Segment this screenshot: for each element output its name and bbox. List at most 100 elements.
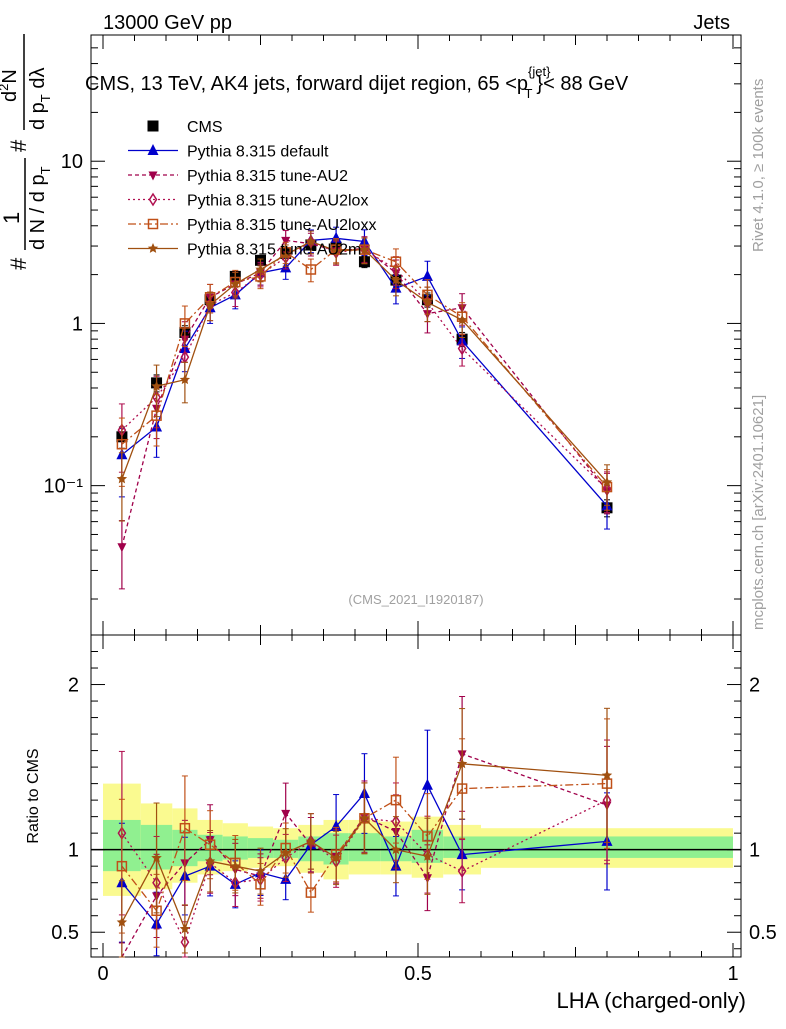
legend-label-cms: CMS: [187, 119, 223, 136]
main-point-au2m: [116, 473, 128, 484]
ratio-point-au2m: [280, 847, 291, 858]
ratio-point-au2: [281, 809, 291, 819]
x-tick-label: 0.5: [404, 963, 432, 985]
ylabel-den2: d pT dλ: [27, 68, 53, 130]
ratio-y-tick-label: 1: [68, 840, 79, 862]
ratio-point-default: [421, 778, 433, 790]
ratio-series-line-default: [121, 783, 608, 926]
ratio-series-line-au2m: [121, 763, 608, 931]
main-point-au2m: [179, 374, 191, 385]
main-point-au2m: [601, 476, 613, 487]
legend-label-au2lox: Pythia 8.315 tune-AU2lox: [187, 193, 368, 210]
ratio-point-au2m: [456, 758, 468, 769]
ratio-point-au2m: [305, 835, 317, 846]
ratio-point-au2m: [390, 844, 402, 855]
main-point-au2: [117, 543, 127, 553]
analysis-id: (CMS_2021_I1920187): [348, 592, 483, 607]
main-point-au2loxx: [179, 318, 191, 329]
plot-title-main: CMS, 13 TeV, AK4 jets, forward dijet reg…: [85, 73, 528, 95]
ratio-y-tick-label: 2: [68, 675, 79, 697]
legend-marker-au2loxx: [147, 218, 159, 230]
legend-label-au2: Pythia 8.315 tune-AU2: [187, 168, 348, 185]
ratio-frame: [90, 634, 742, 958]
legend-marker-au2: [148, 171, 158, 181]
legend-marker-au2m: [147, 243, 159, 253]
plot-title-sub: T: [524, 86, 532, 101]
legend: CMS Pythia 8.315 default Pythia 8.315 tune…: [128, 119, 376, 259]
ratio-point-au2m: [230, 860, 241, 871]
ylabel-num2: d2N: [0, 69, 21, 102]
legend-marker-default: [147, 144, 159, 155]
main-point-au2m: [255, 264, 266, 274]
main-point-au2m: [422, 296, 433, 307]
y-tick-label: 10: [61, 151, 83, 173]
main-point-au2m: [305, 236, 317, 246]
main-point-au2m: [390, 274, 402, 285]
main-point-au2m: [359, 244, 370, 255]
ratio-point-au2loxx: [305, 887, 317, 898]
legend-marker-au2lox: [148, 192, 158, 207]
main-ylabel: # 1 d N / d pT # d2N d pT dλ: [0, 34, 53, 270]
y-tick-label: 10⁻¹: [44, 476, 84, 498]
ratio-panel: [90, 634, 742, 958]
main-point-default: [421, 269, 433, 281]
main-series-line-au2lox: [121, 240, 608, 490]
plot-title: CMS, 13 TeV, AK4 jets, forward dijet reg…: [85, 64, 629, 101]
x-axis-label: LHA (charged-only): [556, 988, 746, 1013]
main-point-au2m: [280, 249, 291, 260]
ratio-point-au2m: [330, 852, 342, 863]
ratio-point-au2m: [601, 769, 613, 780]
header-left: 13000 GeV pp: [103, 12, 232, 34]
main-series-line-au2loxx: [121, 248, 608, 488]
main-panel: [90, 34, 742, 636]
main-series-line-default: [121, 237, 608, 507]
main-point-au2m: [456, 314, 468, 325]
ylabel-one: 1: [0, 212, 24, 224]
legend-label-au2m: Pythia 8.315 tune-AU2m: [187, 242, 361, 259]
main-point-au2loxx: [116, 438, 128, 450]
ratio-point-au2m: [422, 850, 433, 861]
ylabel-den: d N / d pT: [27, 166, 53, 250]
legend-label-au2loxx: Pythia 8.315 tune-AU2loxx: [187, 217, 376, 234]
main-point-au2m: [330, 245, 342, 256]
main-series-line-au2: [121, 239, 608, 547]
ratio-point-au2m: [204, 855, 216, 866]
ratio-point-au2m: [116, 916, 128, 927]
plot-title-tail: }< 88 GeV: [536, 73, 628, 95]
header-right: Jets: [693, 12, 730, 34]
ratio-point-au2m: [179, 923, 191, 934]
main-point-au2m: [230, 278, 241, 289]
ratio-y-tick-label-right: 1: [749, 840, 760, 862]
y-tick-label: 1: [72, 313, 83, 335]
ratio-point-au2loxx: [179, 822, 191, 834]
plot-title-sup: {jet}: [528, 64, 551, 79]
x-tick-label: 1: [727, 963, 738, 985]
ratio-point-au2m: [255, 865, 266, 876]
ratio-point-au2lox: [457, 864, 467, 879]
main-point-au2: [281, 236, 291, 246]
ratio-y-tick-label: 0.5: [51, 922, 79, 944]
main-point-au2m: [151, 380, 162, 391]
ratio-point-au2loxx: [116, 860, 128, 872]
legend-marker-cms: [147, 120, 159, 132]
ratio-point-au2m: [359, 812, 370, 823]
x-tick-label: 0: [97, 963, 108, 985]
main-series-line-au2m: [121, 240, 608, 483]
ratio-series-line-au2: [121, 753, 608, 958]
mcplots-label: mcplots.cern.ch [arXiv:2401.10621]: [750, 395, 767, 630]
main-point-au2lox: [457, 341, 467, 356]
ratio-y-tick-label-right: 0.5: [749, 922, 777, 944]
ratio-series-line-au2lox: [121, 799, 608, 944]
ratio-y-tick-label-right: 2: [749, 675, 760, 697]
ratio-point-au2loxx: [390, 794, 402, 806]
ylabel-hash2: #: [6, 139, 31, 152]
main-point-au2loxx: [390, 256, 402, 268]
ratio-point-default: [330, 820, 342, 832]
rivet-label: Rivet 4.1.0, ≥ 100k events: [750, 79, 767, 252]
ylabel-hash1: #: [6, 257, 31, 270]
main-point-au2loxx: [305, 264, 317, 275]
ratio-ylabel: Ratio to CMS: [25, 748, 42, 843]
legend-label-default: Pythia 8.315 default: [187, 144, 329, 161]
